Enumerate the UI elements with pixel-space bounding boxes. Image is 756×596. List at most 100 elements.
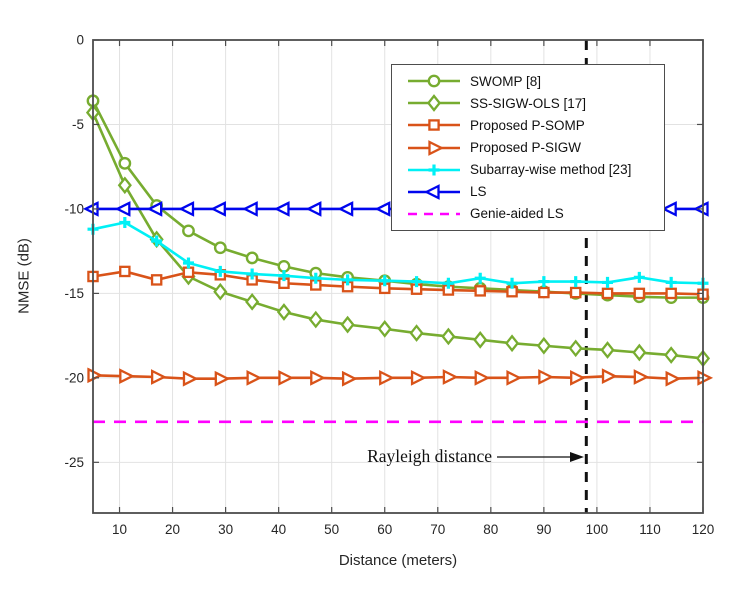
series-marker: [411, 276, 423, 288]
series-marker: [428, 119, 440, 132]
series-marker: [474, 369, 491, 386]
series-marker: [377, 320, 392, 338]
legend-entry: Proposed P-SIGW: [406, 138, 664, 158]
series-1: [85, 103, 711, 368]
legend-sample-subarray-wise: [408, 164, 460, 176]
y-tick-label: -5: [72, 117, 84, 132]
series-marker: [310, 369, 326, 386]
x-tick-label: 120: [692, 522, 715, 537]
series-marker: [374, 201, 391, 217]
x-tick-label: 100: [586, 522, 609, 537]
series-marker: [473, 331, 488, 349]
legend-sample-p-sigw: [408, 139, 460, 156]
series-marker: [246, 268, 258, 280]
series-marker: [428, 164, 440, 176]
series-marker: [632, 343, 647, 362]
series-marker: [305, 201, 322, 217]
series-marker: [151, 235, 163, 247]
series-marker: [538, 286, 550, 299]
series-marker: [340, 315, 355, 334]
series-marker: [601, 368, 618, 385]
series-marker: [214, 265, 226, 277]
series-marker: [210, 201, 226, 217]
x-tick-label: 60: [377, 522, 392, 537]
series-marker: [114, 201, 131, 217]
legend-label: SWOMP [8]: [470, 73, 542, 89]
series-marker: [474, 285, 486, 297]
legend-sample-ls: [408, 183, 460, 200]
series-marker: [379, 275, 391, 287]
plot-frame: [92, 39, 704, 514]
series-marker: [423, 183, 440, 200]
series-marker: [246, 369, 263, 386]
legend-label: Proposed P-SIGW: [470, 140, 582, 155]
series-marker: [441, 327, 456, 346]
legend-entry: LS: [406, 182, 664, 202]
y-tick-label: 0: [76, 33, 84, 48]
series-marker: [276, 303, 292, 321]
series-marker: [427, 74, 441, 88]
legend-entry: Proposed P-SOMP: [406, 115, 664, 135]
series-marker: [474, 272, 486, 284]
series-marker: [242, 201, 258, 217]
series-marker: [664, 346, 679, 364]
series-marker: [410, 369, 427, 386]
series-marker: [119, 368, 135, 385]
series-marker: [341, 370, 358, 387]
series-marker: [213, 241, 227, 255]
series-marker: [428, 139, 445, 156]
series-marker: [601, 287, 614, 300]
series-marker: [665, 370, 682, 387]
series-marker: [568, 339, 583, 358]
series-marker: [379, 369, 395, 386]
series-marker: [506, 369, 523, 386]
legend-sample-ss-sigw-ols: [408, 94, 460, 113]
series-marker: [118, 156, 132, 170]
series-marker: [665, 276, 677, 288]
series-marker: [538, 369, 554, 385]
x-tick-label: 40: [271, 522, 286, 537]
series-marker: [273, 201, 290, 217]
x-tick-label: 50: [324, 522, 339, 537]
series-marker: [409, 324, 424, 342]
x-tick-label: 90: [536, 522, 551, 537]
series-marker: [442, 369, 459, 385]
series-marker: [245, 292, 260, 311]
x-tick-label: 20: [165, 522, 180, 537]
series-marker: [117, 176, 132, 195]
series-marker: [504, 334, 520, 353]
series-marker: [633, 369, 650, 385]
series-marker: [182, 266, 195, 279]
series-marker: [600, 341, 615, 359]
series-marker: [337, 201, 354, 217]
y-tick-label: -20: [64, 370, 84, 385]
series-3: [87, 367, 714, 387]
legend-sample-swomp: [408, 74, 460, 88]
y-tick-label: -15: [64, 286, 84, 301]
x-tick-label: 70: [430, 522, 445, 537]
series-marker: [245, 251, 259, 265]
series-marker: [506, 277, 518, 289]
series-marker: [278, 369, 295, 386]
legend-entry: SS-SIGW-OLS [17]: [406, 93, 664, 113]
legend-entry: Genie-aided LS: [406, 204, 664, 224]
series-marker: [151, 369, 167, 385]
y-axis-label: NMSE (dB): [15, 238, 33, 314]
series-marker: [442, 277, 454, 289]
series-marker: [213, 282, 228, 301]
legend-entry: Subarray-wise method [23]: [406, 160, 664, 180]
series-marker: [570, 369, 586, 386]
series-marker: [277, 259, 291, 273]
legend-sample-p-somp: [408, 119, 460, 132]
series-marker: [665, 287, 677, 300]
legend-label: Genie-aided LS: [470, 206, 564, 222]
legend-label: SS-SIGW-OLS [17]: [470, 95, 587, 111]
series-marker: [182, 257, 194, 269]
series-marker: [633, 287, 646, 300]
series-marker: [87, 367, 104, 384]
series-marker: [278, 270, 290, 282]
x-tick-label: 10: [112, 522, 127, 537]
legend-entry: SWOMP [8]: [406, 71, 664, 91]
series-marker: [602, 276, 614, 288]
